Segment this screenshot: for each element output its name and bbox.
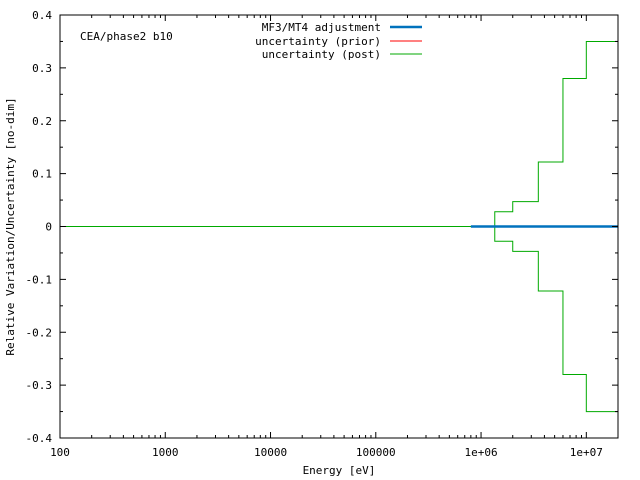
x-tick-label: 1e+06 (464, 446, 497, 459)
y-tick-label: 0.4 (32, 9, 52, 22)
legend-label-prior: uncertainty (prior) (255, 35, 381, 48)
y-tick-label: 0 (45, 221, 52, 234)
y-axis-title: Relative Variation/Uncertainty [no-dim] (4, 97, 17, 355)
legend: MF3/MT4 adjustment uncertainty (prior) u… (255, 21, 422, 61)
x-tick-label: 1e+07 (570, 446, 603, 459)
y-tick-label: 0.1 (32, 168, 52, 181)
y-tick-label: 0.2 (32, 115, 52, 128)
series-post-upper-step (60, 40, 618, 227)
y-tick-label: -0.3 (26, 379, 53, 392)
series-layer (60, 40, 618, 413)
y-tick-label: -0.2 (26, 326, 53, 339)
ticks-layer: -0.4 -0.3 -0.2 -0.1 0 0.1 0.2 0.3 0.4 100 1000 1000… (26, 9, 619, 459)
x-tick-label: 100 (50, 446, 70, 459)
x-axis-title: Energy [eV] (303, 464, 376, 477)
x-tick-label: 100000 (356, 446, 396, 459)
x-tick-label: 1000 (152, 446, 179, 459)
legend-label-adjustment: MF3/MT4 adjustment (262, 21, 381, 34)
y-tick-label: -0.4 (26, 432, 53, 445)
y-tick-label: -0.1 (26, 273, 53, 286)
x-tick-label: 10000 (254, 446, 287, 459)
chart-annotation: CEA/phase2 b10 (80, 30, 173, 43)
legend-label-post: uncertainty (post) (262, 48, 381, 61)
series-post-lower-step (60, 226, 618, 413)
y-tick-label: 0.3 (32, 62, 52, 75)
